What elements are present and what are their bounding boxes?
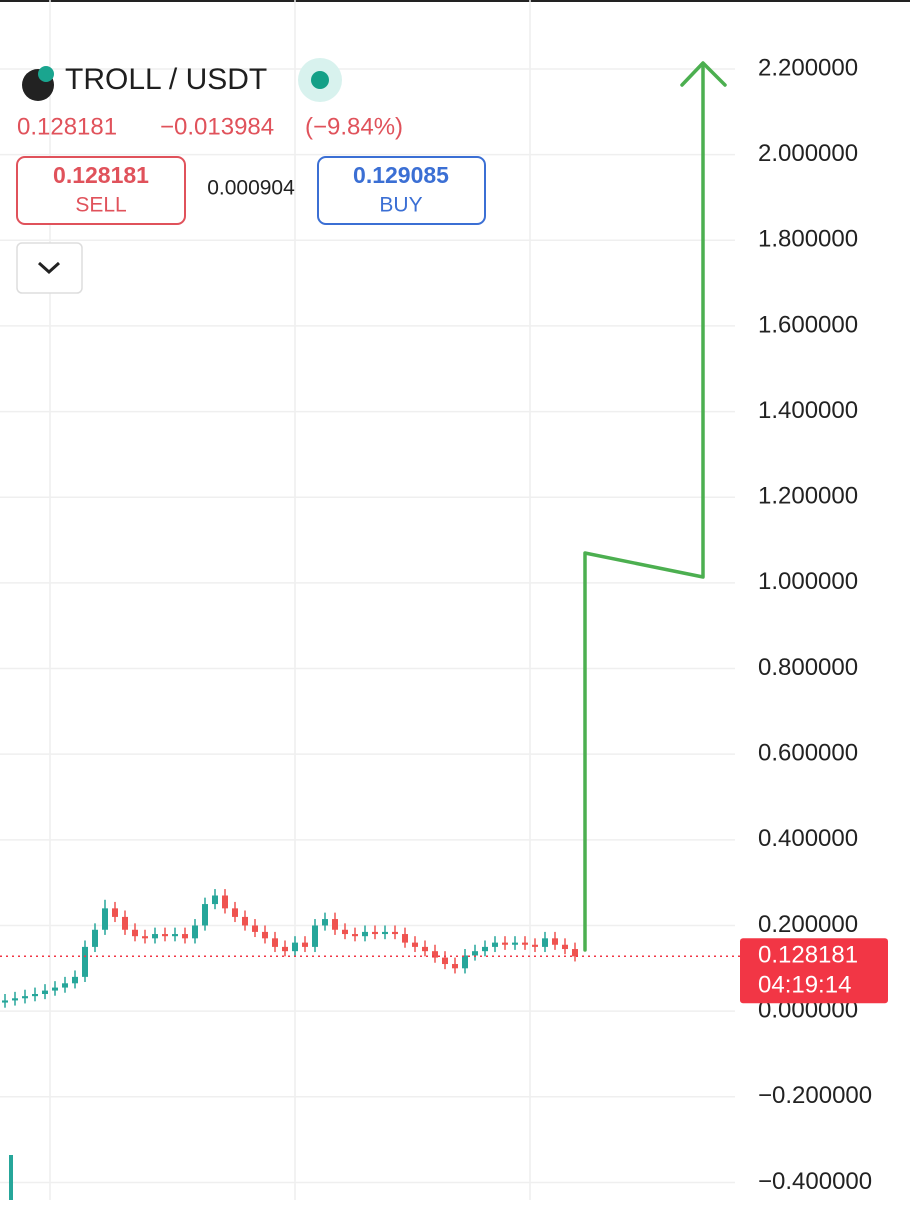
candle-body [172, 934, 178, 937]
candle-body [332, 919, 338, 930]
candle-body [382, 931, 388, 935]
buy-button[interactable]: 0.129085 BUY [317, 156, 486, 225]
candle-body [162, 934, 168, 937]
candle-body [122, 916, 128, 930]
y-tick-label: 1.600000 [758, 311, 858, 338]
candle-body [282, 946, 288, 952]
last-price-box [740, 938, 888, 1004]
arrow-shaft [583, 62, 705, 952]
candle-body [102, 908, 108, 930]
candle-body [312, 925, 318, 947]
candle-body [542, 938, 548, 947]
candle-body [562, 944, 568, 950]
y-tick-label: 0.400000 [758, 825, 858, 852]
sell-label[interactable]: SELL [75, 194, 126, 217]
candle-body [272, 938, 278, 947]
candle-body [222, 895, 228, 909]
candle-body [92, 929, 98, 947]
candle-body [302, 942, 308, 947]
buy-price[interactable]: 0.129085 [353, 162, 449, 188]
sell-box[interactable] [16, 156, 186, 225]
candle-body [492, 942, 498, 947]
candle-body [572, 949, 578, 957]
candle-body [452, 964, 458, 969]
candle-body [502, 942, 508, 945]
collapse-box[interactable] [16, 242, 83, 294]
symbol: TROLL / USDT [65, 63, 267, 96]
candle-body [432, 951, 438, 958]
price-change-percent: (−9.84%) [305, 113, 403, 140]
candle-body [352, 934, 358, 937]
y-tick-label: −0.400000 [758, 1168, 872, 1195]
spread: 0.000904 [207, 177, 295, 200]
drawn-arrow [583, 61, 727, 952]
candle-body [522, 942, 528, 945]
candle-body [362, 931, 368, 937]
sell-price[interactable]: 0.128181 [53, 162, 149, 188]
candle-body [402, 934, 408, 943]
y-tick-label: 0.200000 [758, 911, 858, 938]
arrow-head [680, 61, 727, 87]
volume-stub [9, 1155, 13, 1200]
candle-body [552, 938, 558, 945]
y-tick-label: 1.400000 [758, 397, 858, 424]
candle-body [192, 925, 198, 939]
candle-body [442, 957, 448, 965]
buy-label[interactable]: BUY [379, 194, 422, 217]
candle-body [472, 951, 478, 956]
candle-body [322, 919, 328, 926]
candle-body [22, 996, 28, 999]
candle-body [62, 983, 68, 988]
candle-body [242, 916, 248, 926]
candle-body [182, 934, 188, 939]
candle-body [252, 925, 258, 932]
candle-body [342, 929, 348, 935]
y-tick-label: 1.200000 [758, 483, 858, 510]
y-tick-label: 1.000000 [758, 568, 858, 595]
collapse-button[interactable] [16, 242, 83, 294]
candle-body [412, 942, 418, 947]
candle-body [142, 936, 148, 939]
plot [0, 68, 735, 1184]
candle-body [262, 931, 268, 939]
candle-body [12, 998, 18, 1001]
coin-logo-badge [38, 66, 54, 82]
candle-body [392, 931, 398, 935]
candle-body [372, 931, 378, 935]
y-tick-label: 2.000000 [758, 140, 858, 167]
candle-body [82, 946, 88, 977]
candle-body [292, 942, 298, 952]
price-change: −0.013984 [160, 113, 274, 140]
candle-body [422, 946, 428, 952]
candle-body [462, 955, 468, 969]
candle-body [232, 908, 238, 917]
symbol-header: TROLL / USDT 0.128181 −0.013984 (−9.84%) [17, 58, 403, 140]
candle-body [52, 987, 58, 991]
y-tick-label: −0.200000 [758, 1082, 872, 1109]
candle-body [512, 942, 518, 945]
candle-body [2, 1000, 8, 1003]
candle-body [212, 895, 218, 905]
candle-body [532, 944, 538, 947]
candle-body [42, 990, 48, 995]
chevron[interactable] [37, 261, 61, 275]
candle-body [112, 908, 118, 917]
sell-button[interactable]: 0.128181 SELL [16, 156, 186, 225]
candle-body [152, 934, 158, 939]
buy-box[interactable] [317, 156, 486, 225]
y-tick-label: 0.800000 [758, 654, 858, 681]
last-price: 0.128181 [17, 113, 117, 140]
candle-body [72, 976, 78, 984]
candle-body [202, 904, 208, 926]
candle-body [482, 946, 488, 952]
last-price-label: 0.128181 [758, 942, 858, 969]
candle-body [32, 994, 38, 997]
countdown: 04:19:14 [758, 972, 851, 999]
y-tick-label: 0.600000 [758, 740, 858, 767]
candle-body [132, 929, 138, 937]
status-dot[interactable] [311, 71, 329, 89]
y-tick-label: 1.800000 [758, 226, 858, 253]
y-tick-label: 2.200000 [758, 54, 858, 81]
